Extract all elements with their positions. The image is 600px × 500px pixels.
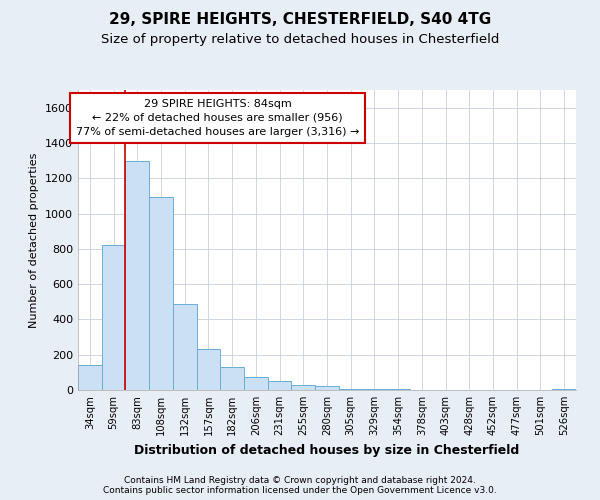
Bar	[78, 366, 102, 390]
Text: Contains HM Land Registry data © Crown copyright and database right 2024.: Contains HM Land Registry data © Crown c…	[124, 476, 476, 485]
Bar	[386, 389, 410, 390]
Bar	[173, 304, 197, 390]
Bar	[244, 377, 268, 390]
Bar	[315, 386, 339, 390]
X-axis label: Distribution of detached houses by size in Chesterfield: Distribution of detached houses by size …	[134, 444, 520, 456]
Y-axis label: Number of detached properties: Number of detached properties	[29, 152, 40, 328]
Bar	[149, 197, 173, 390]
Bar	[268, 381, 292, 390]
Bar	[197, 348, 220, 390]
Text: 29 SPIRE HEIGHTS: 84sqm
← 22% of detached houses are smaller (956)
77% of semi-d: 29 SPIRE HEIGHTS: 84sqm ← 22% of detache…	[76, 99, 359, 137]
Bar	[102, 246, 125, 390]
Bar	[220, 367, 244, 390]
Text: 29, SPIRE HEIGHTS, CHESTERFIELD, S40 4TG: 29, SPIRE HEIGHTS, CHESTERFIELD, S40 4TG	[109, 12, 491, 28]
Bar	[552, 389, 576, 390]
Bar	[362, 389, 386, 390]
Bar	[339, 389, 362, 390]
Bar	[125, 160, 149, 390]
Text: Contains public sector information licensed under the Open Government Licence v3: Contains public sector information licen…	[103, 486, 497, 495]
Text: Size of property relative to detached houses in Chesterfield: Size of property relative to detached ho…	[101, 32, 499, 46]
Bar	[292, 384, 315, 390]
